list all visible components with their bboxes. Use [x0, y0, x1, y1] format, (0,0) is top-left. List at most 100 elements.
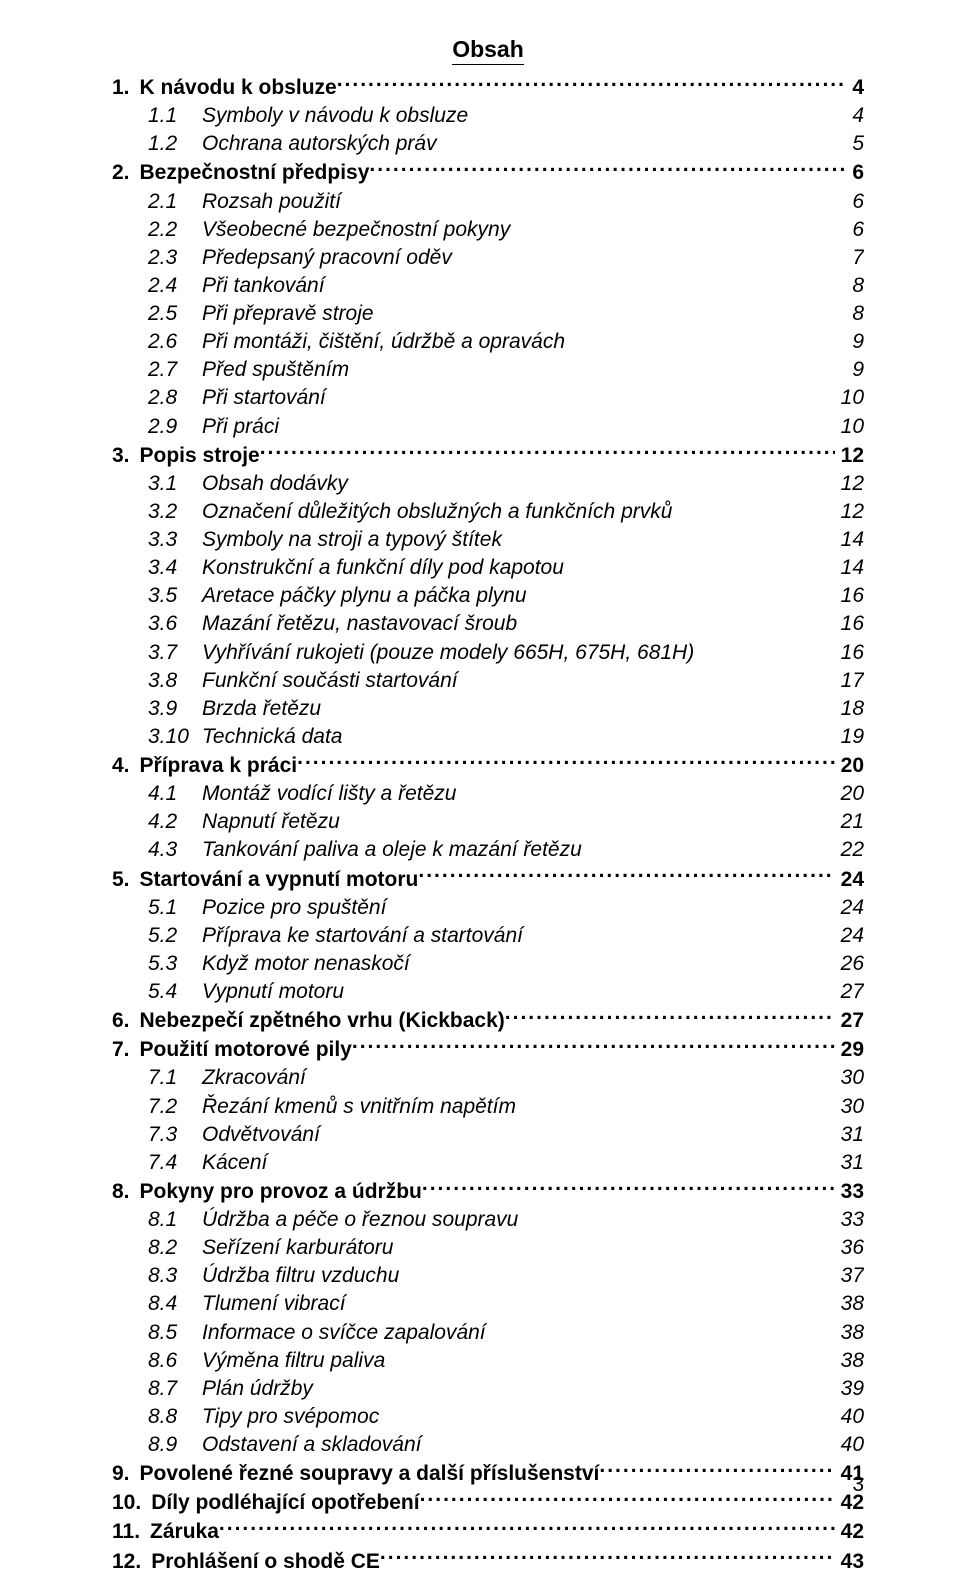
- toc-entry-page: 36: [835, 1234, 864, 1262]
- toc-entry-page: 12: [835, 442, 864, 470]
- toc-title: Obsah: [452, 36, 524, 65]
- toc-sub-row: 7.1Zkracování30: [112, 1064, 864, 1092]
- toc-entry-number: 2.8: [148, 384, 202, 412]
- toc-entry-number: 4.3: [148, 836, 202, 864]
- toc-entry-page: 29: [835, 1036, 864, 1064]
- toc-entry-number: 1.2: [148, 130, 202, 158]
- toc-entry-page: 39: [835, 1375, 864, 1403]
- toc-entry-label: Odstavení a skladování: [202, 1431, 421, 1459]
- toc-entry-page: 31: [835, 1149, 864, 1177]
- toc-entry-label: Tlumení vibrací: [202, 1290, 346, 1318]
- toc-entry-number: 2.5: [148, 300, 202, 328]
- toc-entry-number: 5.4: [148, 978, 202, 1006]
- toc-entry-number: 5.: [112, 866, 140, 894]
- toc-entry-number: 1.: [112, 74, 140, 102]
- toc-entry-page: 43: [835, 1548, 864, 1576]
- toc-entry-label: Symboly na stroji a typový štítek: [202, 526, 502, 554]
- toc-sub-row: 3.6Mazání řetězu, nastavovací šroub16: [112, 610, 864, 638]
- toc-entry-page: 12: [835, 470, 864, 498]
- toc-entry-page: 27: [835, 978, 864, 1006]
- toc-entry-label: Vypnutí motoru: [202, 978, 344, 1006]
- toc-entry-page: 9: [846, 328, 864, 356]
- toc-sub-row: 2.4Při tankování8: [112, 272, 864, 300]
- toc-entry-page: 21: [835, 808, 864, 836]
- toc-entry-label: Mazání řetězu, nastavovací šroub: [202, 610, 517, 638]
- toc-sub-row: 5.4Vypnutí motoru 27: [112, 978, 864, 1006]
- toc-entry-label: Příprava k práci: [140, 752, 298, 780]
- toc-entry-number: 7.: [112, 1036, 140, 1064]
- toc-entry-number: 2.: [112, 159, 140, 187]
- toc-entry-page: 30: [835, 1064, 864, 1092]
- toc-entry-page: 5: [846, 130, 864, 158]
- toc-sub-row: 3.9Brzda řetězu18: [112, 695, 864, 723]
- toc-entry-label: Konstrukční a funkční díly pod kapotou: [202, 554, 564, 582]
- toc-sub-row: 3.7Vyhřívání rukojeti (pouze modely 665H…: [112, 639, 864, 667]
- toc-entry-label: Když motor nenaskočí: [202, 950, 410, 978]
- toc-entry-page: 7: [846, 244, 864, 272]
- toc-entry-label: Řezání kmenů s vnitřním napětím: [202, 1093, 516, 1121]
- toc-entry-number: 2.1: [148, 188, 202, 216]
- toc-entry-page: 14: [835, 554, 864, 582]
- toc-entry-label: Prohlášení o shodě CE: [151, 1548, 380, 1576]
- toc-entry-number: 4.: [112, 752, 140, 780]
- toc-leader-dots: [260, 441, 835, 462]
- toc-entry-number: 8.7: [148, 1375, 202, 1403]
- toc-entry-number: 8.6: [148, 1347, 202, 1375]
- toc-sub-row: 4.1Montáž vodící lišty a řetězu20: [112, 780, 864, 808]
- toc-sub-row: 8.4Tlumení vibrací38: [112, 1290, 864, 1318]
- toc-entry-page: 20: [835, 752, 864, 780]
- toc-entry-number: 2.4: [148, 272, 202, 300]
- toc-entry-number: 11.: [112, 1518, 150, 1546]
- toc-sub-row: 2.5Při přepravě stroje8: [112, 300, 864, 328]
- toc-entry-page: 27: [835, 1007, 864, 1035]
- toc-entry-page: 40: [835, 1403, 864, 1431]
- toc-entry-number: 2.7: [148, 356, 202, 384]
- toc-entry-label: Brzda řetězu: [202, 695, 321, 723]
- toc-entry-number: 8.1: [148, 1206, 202, 1234]
- toc-entry-page: 16: [835, 610, 864, 638]
- toc-entry-page: 16: [835, 582, 864, 610]
- toc-entry-label: Při tankování: [202, 272, 325, 300]
- toc-section-row: 7.Použití motorové pily 29: [112, 1035, 864, 1064]
- toc-sub-row: 2.7Před spuštěním9: [112, 356, 864, 384]
- page: Obsah 1.K návodu k obsluze41.1Symboly v …: [0, 0, 960, 1531]
- toc-sub-row: 7.3Odvětvování31: [112, 1121, 864, 1149]
- toc-section-row: 1.K návodu k obsluze4: [112, 73, 864, 102]
- toc-entry-label: Údržba filtru vzduchu: [202, 1262, 399, 1290]
- toc-section-row: 3.Popis stroje12: [112, 441, 864, 470]
- toc-section-row: 9.Povolené řezné soupravy a další příslu…: [112, 1459, 864, 1488]
- toc-entry-number: 3.10: [148, 723, 202, 751]
- toc-entry-page: 19: [835, 723, 864, 751]
- toc-sub-row: 8.3Údržba filtru vzduchu37: [112, 1262, 864, 1290]
- toc-leader-dots: [599, 1459, 834, 1480]
- toc-entry-page: 31: [835, 1121, 864, 1149]
- toc-entry-number: 7.4: [148, 1149, 202, 1177]
- toc-entry-page: 6: [846, 159, 864, 187]
- toc-entry-number: 4.1: [148, 780, 202, 808]
- toc-entry-label: Tipy pro svépomoc: [202, 1403, 379, 1431]
- toc-entry-label: Před spuštěním: [202, 356, 349, 384]
- toc-sub-row: 2.3Předepsaný pracovní oděv7: [112, 244, 864, 272]
- toc-entry-label: Při montáži, čištění, údržbě a opravách: [202, 328, 565, 356]
- toc-leader-dots: [352, 1035, 835, 1056]
- toc-entry-label: Odvětvování: [202, 1121, 320, 1149]
- toc-entry-label: Aretace páčky plynu a páčka plynu: [202, 582, 527, 610]
- toc-entry-label: Pokyny pro provoz a údržbu: [140, 1178, 422, 1206]
- toc-entry-label: Startování a vypnutí motoru: [140, 866, 419, 894]
- toc-entry-label: Technická data: [202, 723, 343, 751]
- toc-entry-label: Symboly v návodu k obsluze: [202, 102, 468, 130]
- toc-sub-row: 8.6Výměna filtru paliva38: [112, 1347, 864, 1375]
- toc-entry-page: 24: [835, 922, 864, 950]
- toc-entry-label: Pozice pro spuštění: [202, 894, 386, 922]
- toc-section-row: 8.Pokyny pro provoz a údržbu33: [112, 1177, 864, 1206]
- toc-entry-number: 8.4: [148, 1290, 202, 1318]
- toc-entry-number: 8.2: [148, 1234, 202, 1262]
- toc-leader-dots: [422, 1177, 835, 1198]
- toc-entry-label: Použití motorové pily: [140, 1036, 352, 1064]
- toc-entry-number: 3.: [112, 442, 140, 470]
- toc-entry-label: K návodu k obsluze: [140, 74, 337, 102]
- toc-sub-row: 8.5Informace o svíčce zapalování38: [112, 1319, 864, 1347]
- toc-entry-number: 3.8: [148, 667, 202, 695]
- toc-sub-row: 3.10Technická data 19: [112, 723, 864, 751]
- toc-entry-number: 8.5: [148, 1319, 202, 1347]
